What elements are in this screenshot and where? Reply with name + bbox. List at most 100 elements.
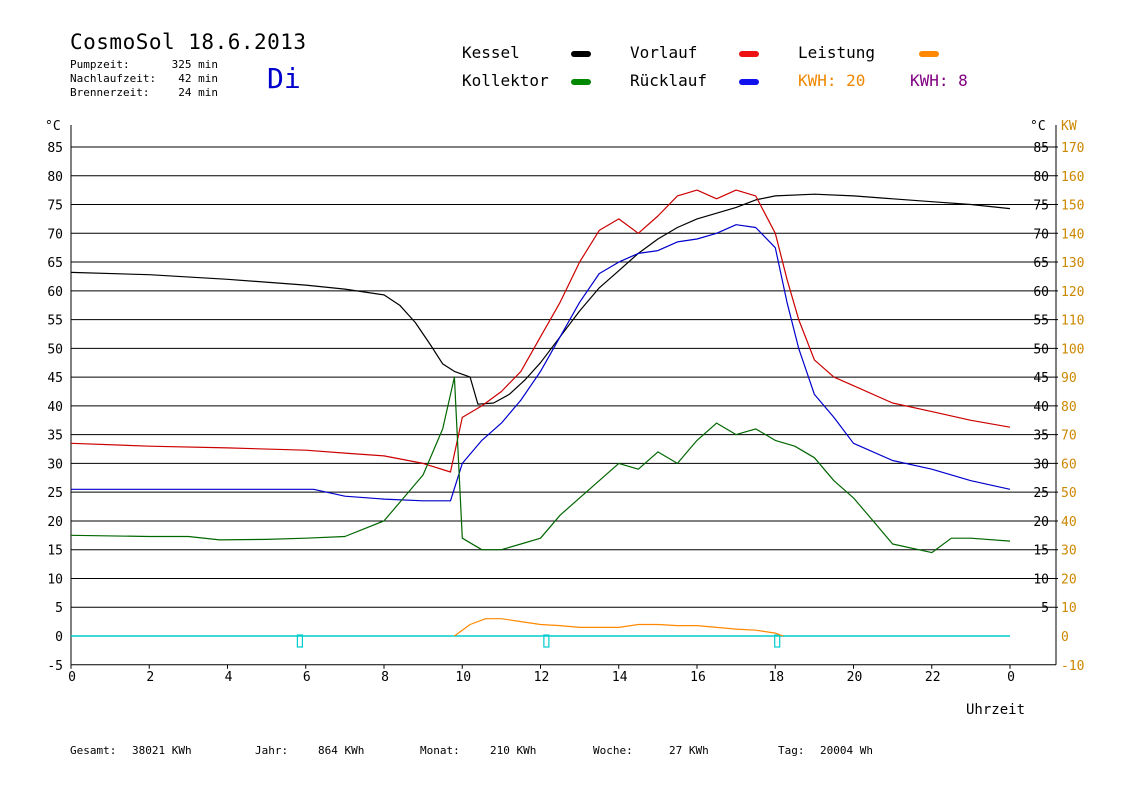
legend-leistung-swatch [919,51,939,57]
legend-leistung-label: Leistung [798,43,876,62]
xlabel: Uhrzeit [966,702,1025,718]
footer-monat-value: 210 KWh [490,744,537,757]
kw-tick-20: 20 [1061,572,1077,587]
y-tick-right-65: 65 [1033,256,1049,271]
y-tick-left-75: 75 [47,199,63,214]
chart-series [70,189,1011,637]
x-tick-6: 12 [534,670,550,685]
footer-tag-label: Tag: [778,744,805,757]
kw-tick-40: 40 [1061,515,1077,530]
footer-monat-label: Monat: [420,744,460,757]
kw-tick-70: 70 [1061,429,1077,444]
x-tick-8: 16 [690,670,706,685]
y-tick-left-0: 0 [55,630,63,645]
ylabel-kw: KW [1061,119,1077,134]
stat-value-brennerzeit: 24 min [178,86,218,99]
weekday-label: Di [267,62,301,95]
kw-tick-150: 150 [1061,199,1084,214]
y-tick-left-45: 45 [47,371,63,386]
y-tick-right-30: 30 [1033,457,1049,472]
kw-tick-30: 30 [1061,544,1077,559]
footer-gesamt-value: 38021 KWh [132,744,192,757]
x-tick-1: 2 [146,670,154,685]
kw-tick-160: 160 [1061,170,1084,185]
stat-value-pumpzeit: 325 min [171,58,218,71]
chart-title: CosmoSol 18.6.2013 [70,30,307,54]
y-tick-right-35: 35 [1033,429,1049,444]
footer-jahr-value: 864 KWh [318,744,365,757]
legend-kessel-label: Kessel [462,43,520,62]
x-tick-0: 0 [68,670,76,685]
footer-jahr-label: Jahr: [255,744,289,757]
chart-tick-labels: 8580757065605550454035302520151050-58580… [45,119,1084,718]
y-tick-left-65: 65 [47,256,63,271]
y-tick-left-55: 55 [47,314,63,329]
y-tick-right-75: 75 [1033,199,1049,214]
kw-tick-170: 170 [1061,141,1084,156]
footer-woche-value: 27 KWh [669,744,709,757]
footer-woche-label: Woche: [593,744,633,757]
legend-kwh-orange: KWH: 20 [798,71,866,90]
y-tick-right-25: 25 [1033,486,1049,501]
y-tick-left--5: -5 [47,659,63,674]
footer-tag-value: 20004 Wh [820,744,873,757]
zero-marker-2 [774,634,781,648]
kw-tick-80: 80 [1061,400,1077,415]
kw-tick-0: 0 [1061,630,1069,645]
kw-tick-10: 10 [1061,601,1077,616]
stat-label-nachlaufzeit: Nachlaufzeit: [70,72,157,85]
series-ruecklauf [71,224,1011,502]
legend-vorlauf-swatch [739,51,759,57]
y-tick-left-20: 20 [47,515,63,530]
zero-marker-0 [296,634,303,648]
kw-tick-50: 50 [1061,486,1077,501]
kw-tick-110: 110 [1061,314,1084,329]
legend-ruecklauf-swatch [739,79,759,85]
kw-tick-60: 60 [1061,457,1077,472]
x-tick-5: 10 [455,670,471,685]
y-tick-left-85: 85 [47,141,63,156]
chart-grid [71,146,1058,608]
x-tick-4: 8 [381,670,389,685]
x-tick-2: 4 [225,670,233,685]
ylabel-right: °C [1030,119,1046,134]
y-tick-right-5: 5 [1041,601,1049,616]
stat-label-pumpzeit: Pumpzeit: [70,58,130,71]
zero-marker-1 [543,634,550,648]
chart-axes [70,125,1057,669]
series-vorlauf [70,189,1011,473]
legend-kollektor-swatch [571,79,591,85]
y-tick-right-40: 40 [1033,400,1049,415]
x-tick-10: 20 [847,670,863,685]
x-tick-3: 6 [303,670,311,685]
stat-value-nachlaufzeit: 42 min [178,72,218,85]
y-tick-left-40: 40 [47,400,63,415]
y-tick-right-45: 45 [1033,371,1049,386]
y-tick-right-70: 70 [1033,227,1049,242]
ylabel-left: °C [45,119,61,134]
y-tick-left-80: 80 [47,170,63,185]
legend-ruecklauf-label: Rücklauf [630,71,708,90]
legend-kessel-swatch [571,51,591,57]
x-tick-12: 0 [1007,670,1015,685]
y-tick-left-5: 5 [55,601,63,616]
y-tick-right-60: 60 [1033,285,1049,300]
footer-gesamt-label: Gesamt: [70,744,117,757]
y-tick-left-15: 15 [47,544,63,559]
y-tick-right-50: 50 [1033,342,1049,357]
y-tick-right-85: 85 [1033,141,1049,156]
y-tick-left-50: 50 [47,342,63,357]
kw-tick-120: 120 [1061,285,1084,300]
legend-kollektor-label: Kollektor [462,71,549,90]
y-tick-left-35: 35 [47,429,63,444]
y-tick-left-25: 25 [47,486,63,501]
series-kollektor [70,376,1011,554]
y-tick-left-30: 30 [47,457,63,472]
stat-label-brennerzeit: Brennerzeit: [70,86,150,99]
y-tick-right-55: 55 [1033,314,1049,329]
kw-tick-90: 90 [1061,371,1077,386]
x-tick-7: 14 [612,670,628,685]
y-tick-left-10: 10 [47,572,63,587]
kw-tick-140: 140 [1061,227,1084,242]
